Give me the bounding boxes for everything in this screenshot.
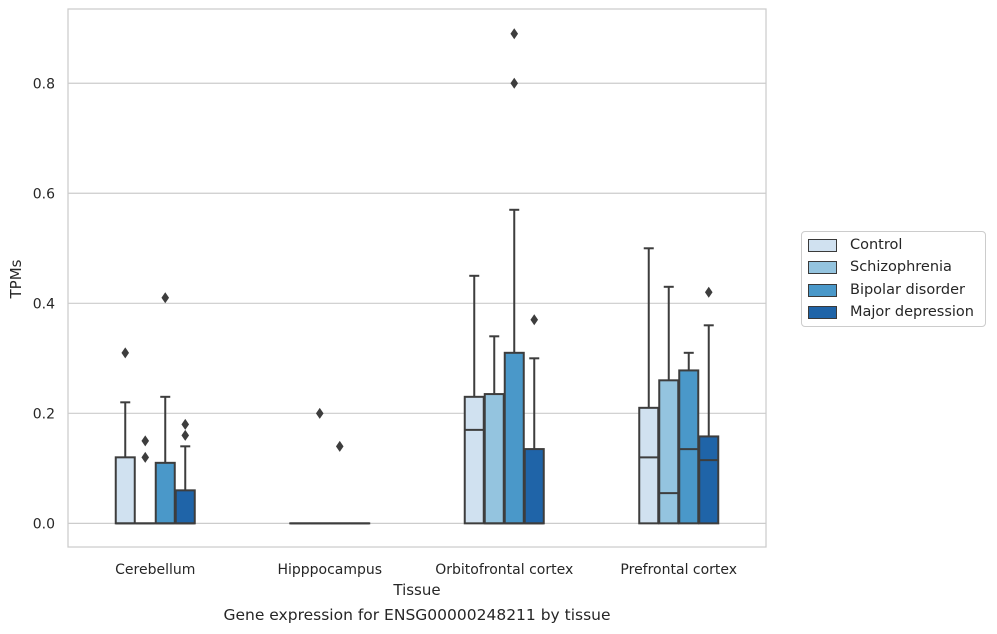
box-group <box>463 274 485 525</box>
outlier-point <box>530 314 539 326</box>
box-group <box>134 435 156 525</box>
y-axis-ticks: 0.0 0.2 0.4 0.6 0.8 <box>33 76 55 532</box>
chart-caption: Gene expression for ENSG00000248211 by t… <box>223 606 611 624</box>
y-tick-label: 0.2 <box>33 406 55 422</box>
x-axis-ticks: Cerebellum Hipppocampus Orbitofrontal cort… <box>115 562 737 578</box>
box <box>154 461 176 525</box>
box-group <box>329 440 351 525</box>
outlier-point <box>141 435 150 447</box>
legend-label: Bipolar disorder <box>850 282 965 298</box>
box <box>523 448 545 525</box>
x-tick-label: Orbitofrontal cortex <box>435 562 573 578</box>
box <box>698 435 720 525</box>
box <box>678 369 700 525</box>
box <box>638 406 660 525</box>
outlier-point <box>315 407 324 419</box>
legend-item-bipolar-disorder: Bipolar disorder <box>808 280 965 300</box>
box-group <box>638 247 660 525</box>
box <box>114 456 136 525</box>
box-group <box>309 407 331 525</box>
legend-swatch <box>808 283 837 297</box>
y-axis-title: TPMs <box>7 259 25 299</box>
legend-item-major-depression: Major depression <box>808 302 974 322</box>
outlier-point <box>704 286 713 298</box>
outlier-point <box>510 28 519 40</box>
outlier-point <box>510 77 519 89</box>
y-tick-label: 0.6 <box>33 186 55 202</box>
box-group <box>678 351 700 525</box>
box-group <box>114 347 136 525</box>
legend-label: Major depression <box>850 304 974 320</box>
legend: Control Schizophrenia Bipolar disorder M… <box>801 231 986 327</box>
y-tick-label: 0.4 <box>33 296 55 312</box>
box <box>483 393 505 525</box>
x-tick-label: Cerebellum <box>115 562 195 578</box>
legend-item-schizophrenia: Schizophrenia <box>808 257 952 277</box>
legend-item-control: Control <box>808 235 902 255</box>
legend-swatch <box>808 238 837 252</box>
outlier-point <box>141 451 150 463</box>
box <box>463 395 485 525</box>
x-tick-label: Hipppocampus <box>277 562 382 578</box>
plot-frame <box>67 8 767 548</box>
outlier-point <box>335 440 344 452</box>
outlier-point <box>181 418 190 430</box>
outlier-point <box>121 347 130 359</box>
box-group <box>174 418 196 525</box>
y-tick-label: 0.8 <box>33 76 55 92</box>
y-tick-label: 0.0 <box>33 516 55 532</box>
legend-swatch <box>808 305 837 319</box>
legend-swatch <box>808 260 837 274</box>
legend-label: Control <box>850 237 903 253</box>
legend-label: Schizophrenia <box>850 259 952 275</box>
x-tick-label: Prefrontal cortex <box>620 562 737 578</box>
box-group <box>658 285 680 525</box>
x-axis-title: Tissue <box>392 581 440 599</box>
box <box>503 351 525 525</box>
box <box>658 379 680 525</box>
box-group <box>503 28 525 525</box>
box-group <box>483 335 505 525</box>
box-plot-marks <box>114 28 720 525</box>
box-group <box>154 292 176 525</box>
box <box>174 489 196 525</box>
box-group <box>523 314 545 525</box>
outlier-point <box>181 429 190 441</box>
box-group <box>698 286 720 525</box>
outlier-point <box>161 292 170 304</box>
